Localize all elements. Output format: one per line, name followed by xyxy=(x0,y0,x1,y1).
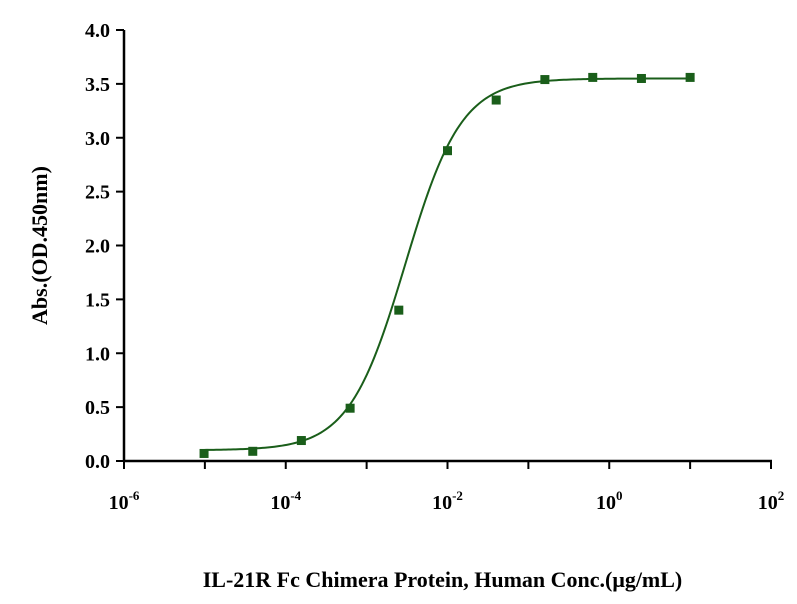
x-tick-base: 10 xyxy=(432,492,452,514)
y-tick-label: 0.5 xyxy=(85,397,110,419)
data-points xyxy=(199,72,695,458)
y-tick-label: 1.0 xyxy=(85,343,110,365)
data-point xyxy=(248,446,258,456)
x-tick-exponent: -6 xyxy=(129,488,140,503)
y-tick-label: 0.0 xyxy=(85,451,110,473)
data-point xyxy=(345,403,355,413)
data-point xyxy=(540,75,550,85)
x-tick-label: 100 xyxy=(596,488,623,514)
x-tick-base: 10 xyxy=(109,492,129,514)
x-axis-title: IL-21R Fc Chimera Protein, Human Conc.(μ… xyxy=(203,567,683,592)
x-tick-base: 10 xyxy=(270,492,290,514)
x-tick-label: 10-6 xyxy=(109,488,140,514)
y-tick-label: 2.0 xyxy=(85,236,110,258)
y-tick-label: 3.0 xyxy=(85,128,110,150)
x-tick-exponent: -2 xyxy=(452,488,463,503)
data-point xyxy=(685,72,695,82)
y-axis-ticks: 0.0 0.5 1.0 1.5 2.0 2.5 3.0 3.5 4.0 xyxy=(85,20,124,473)
x-axis-ticks: 10-6 10-4 10-2 100 102 xyxy=(109,461,785,514)
data-point xyxy=(491,95,501,105)
fit-curve xyxy=(204,77,691,451)
data-point xyxy=(443,146,452,156)
x-tick-label: 10-2 xyxy=(432,488,463,514)
x-tick-label: 102 xyxy=(758,488,785,514)
x-tick-exponent: 2 xyxy=(778,488,785,503)
y-tick-label: 3.5 xyxy=(85,74,110,96)
x-tick-exponent: 0 xyxy=(616,488,623,503)
y-tick-label: 2.5 xyxy=(85,182,110,204)
x-tick-label: 10-4 xyxy=(270,488,301,514)
y-tick-label: 4.0 xyxy=(85,20,110,42)
data-point xyxy=(394,305,404,315)
data-point xyxy=(296,436,306,446)
data-point xyxy=(199,448,209,458)
x-tick-base: 10 xyxy=(758,492,778,514)
y-tick-label: 1.5 xyxy=(85,289,110,311)
data-point xyxy=(636,73,646,83)
x-tick-exponent: -4 xyxy=(290,488,301,503)
x-tick-base: 10 xyxy=(596,492,616,514)
y-axis-title: Abs.(OD.450nm) xyxy=(27,166,52,325)
data-point xyxy=(588,72,598,82)
